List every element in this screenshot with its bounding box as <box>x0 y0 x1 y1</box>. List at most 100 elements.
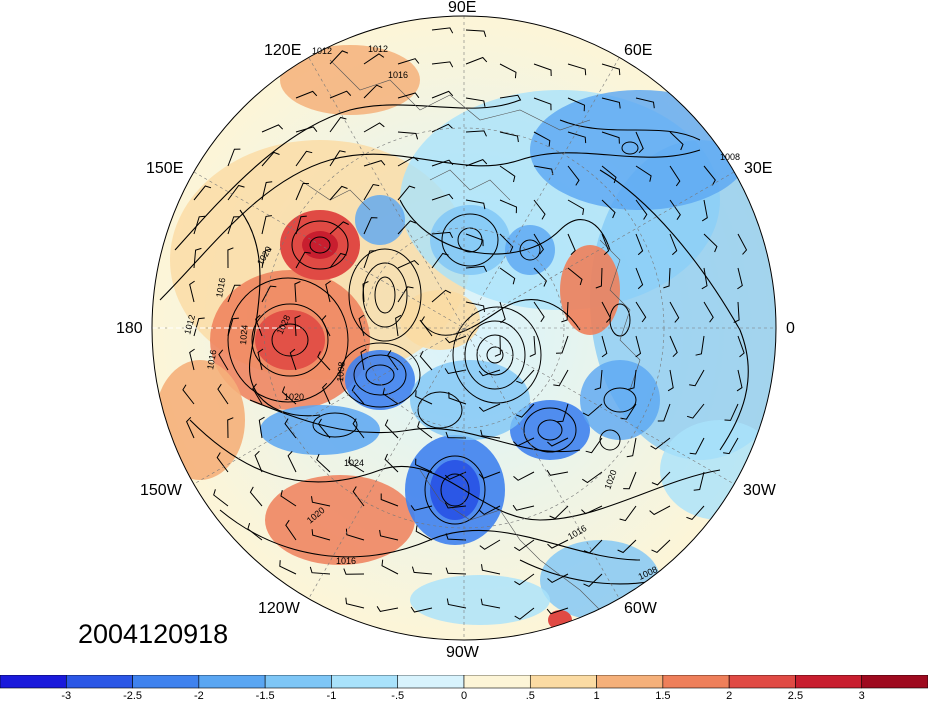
wind-barb <box>514 573 535 586</box>
wind-barb <box>309 566 331 575</box>
wind-barb <box>397 58 420 65</box>
isobar-label: 1016 <box>205 349 218 370</box>
wind-barb <box>499 131 519 143</box>
wind-barb <box>669 131 684 151</box>
wind-barb <box>352 418 365 439</box>
wind-barb <box>669 199 681 220</box>
wind-barb <box>581 505 603 515</box>
wind-barb <box>279 560 297 575</box>
wind-barb <box>395 314 402 337</box>
wind-barb <box>415 525 433 541</box>
wind-barb <box>285 519 297 541</box>
wind-barb <box>513 471 535 481</box>
wind-barb <box>529 335 536 357</box>
wind-barb <box>254 450 263 473</box>
wind-barb <box>345 528 365 541</box>
wind-barb <box>546 607 569 615</box>
wind-barb <box>325 280 331 303</box>
wind-barb <box>669 233 678 256</box>
wind-barb <box>329 150 346 167</box>
wind-barb <box>360 348 367 371</box>
wind-barb <box>294 315 301 337</box>
isobar-label: 1016 <box>336 556 356 566</box>
wind-barb <box>420 316 433 337</box>
wind-barb <box>445 567 467 575</box>
colorbar-tick-label: 0 <box>460 690 468 702</box>
wind-barb <box>465 130 487 137</box>
wind-barb <box>567 131 587 144</box>
wind-barb <box>193 247 202 269</box>
colorbar-swatch <box>397 675 465 689</box>
wind-barb <box>295 150 313 167</box>
wind-barb <box>567 233 576 256</box>
wind-barb <box>623 471 637 490</box>
wind-barb <box>556 403 569 423</box>
isobar-label: 1024 <box>238 324 250 345</box>
wind-barb <box>380 493 399 507</box>
wind-barb <box>555 335 569 354</box>
lon-label-180: 180 <box>116 320 143 337</box>
wind-barb <box>444 368 467 375</box>
isobar-label: 1012 <box>312 46 332 56</box>
wind-barb <box>649 505 671 516</box>
wind-barb <box>444 471 467 480</box>
wind-barb <box>329 90 352 99</box>
wind-barb <box>512 504 535 511</box>
wind-barb <box>281 386 297 405</box>
graticule <box>152 16 776 640</box>
wind-barb <box>533 63 552 77</box>
wind-barb <box>465 233 484 247</box>
wind-barb <box>411 566 433 575</box>
wind-barb <box>499 63 517 79</box>
wind-barb <box>635 335 642 358</box>
wind-barb <box>689 437 705 455</box>
wind-barb <box>182 384 195 405</box>
wind-barb <box>444 335 467 344</box>
wind-barb <box>193 317 205 337</box>
wind-barb <box>358 314 365 337</box>
wind-barb <box>478 403 501 412</box>
wind-barb <box>499 94 522 101</box>
wind-barb <box>663 267 671 289</box>
wind-barb <box>322 382 331 405</box>
wind-barb <box>635 131 644 154</box>
wind-barb <box>479 539 501 550</box>
wind-barb <box>321 315 331 337</box>
isobar-label: 1016 <box>214 277 227 298</box>
wind-barb <box>363 53 385 65</box>
lon-label-0: 0 <box>786 320 795 337</box>
colorbar-swatch <box>65 675 133 689</box>
wind-barb <box>499 267 516 285</box>
wind-barb <box>193 215 206 235</box>
isobar-label: 1020 <box>284 392 304 402</box>
wind-barb <box>701 267 708 290</box>
wind-barb <box>444 502 467 509</box>
wind-barb <box>397 260 420 269</box>
wind-barb <box>619 505 637 522</box>
wind-barb <box>515 403 535 418</box>
wind-barb <box>295 126 318 133</box>
wind-barb <box>213 489 229 507</box>
colorbar-swatch <box>132 675 200 689</box>
wind-barb <box>724 403 739 421</box>
colorbar-tick-label: -2 <box>193 690 204 702</box>
wind-barb <box>628 369 637 390</box>
wind-barb <box>249 486 263 507</box>
wind-barb <box>193 185 212 201</box>
wind-barb <box>397 156 419 167</box>
wind-barb <box>635 233 644 256</box>
wind-barb <box>703 301 714 323</box>
wind-barb <box>217 383 229 405</box>
wind-barb <box>431 193 454 201</box>
wind-barb <box>595 267 603 289</box>
lon-label-120w: 120W <box>258 600 300 617</box>
wind-barb <box>667 369 674 392</box>
isobar-label: 1016 <box>388 70 408 80</box>
wind-barb <box>481 564 501 575</box>
wind-barb <box>703 233 718 253</box>
wind-barb <box>650 437 671 450</box>
wind-barb <box>594 369 603 391</box>
wind-barbs <box>182 27 748 620</box>
wind-barb <box>316 453 331 473</box>
wind-barb <box>737 267 743 290</box>
